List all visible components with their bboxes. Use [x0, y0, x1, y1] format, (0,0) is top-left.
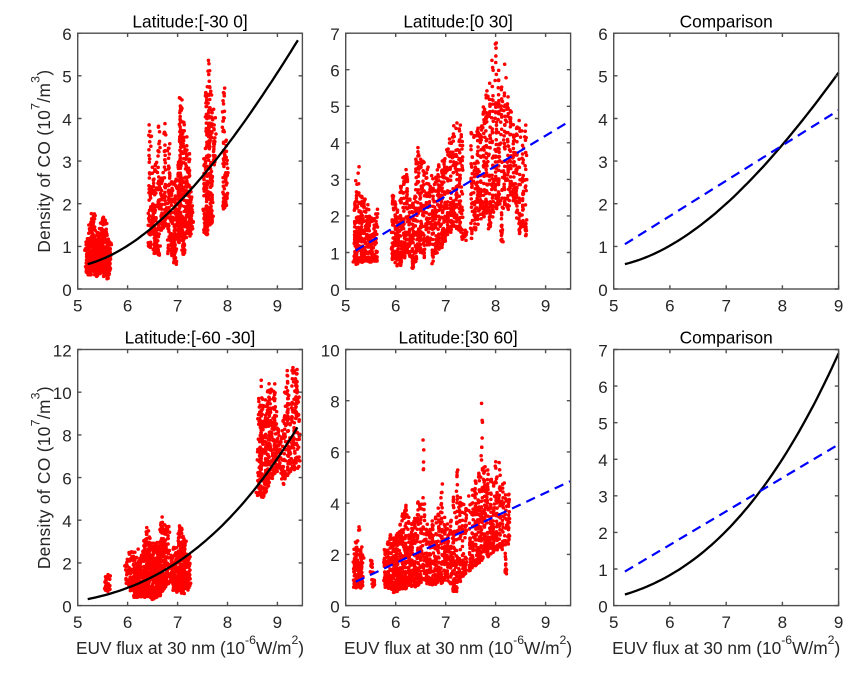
svg-text:6: 6: [123, 613, 132, 632]
svg-text:8: 8: [778, 613, 787, 632]
svg-text:6: 6: [598, 25, 607, 44]
svg-text:Comparison: Comparison: [680, 11, 773, 31]
svg-text:9: 9: [541, 613, 550, 632]
svg-text:10: 10: [53, 384, 72, 403]
svg-text:3: 3: [330, 171, 339, 190]
svg-text:5: 5: [609, 297, 618, 316]
svg-text:4: 4: [330, 135, 339, 154]
svg-text:6: 6: [665, 297, 674, 316]
svg-text:9: 9: [834, 613, 843, 632]
svg-text:0: 0: [598, 281, 607, 300]
svg-text:2: 2: [598, 524, 607, 543]
svg-text:7: 7: [173, 297, 182, 316]
svg-text:5: 5: [609, 613, 618, 632]
svg-text:3: 3: [62, 153, 71, 172]
svg-text:9: 9: [273, 613, 282, 632]
svg-text:6: 6: [62, 25, 71, 44]
svg-text:6: 6: [62, 469, 71, 488]
svg-text:6: 6: [123, 297, 132, 316]
svg-text:1: 1: [598, 238, 607, 257]
svg-text:2: 2: [598, 196, 607, 215]
svg-text:2: 2: [62, 555, 71, 574]
svg-text:8: 8: [491, 297, 500, 316]
svg-text:6: 6: [391, 613, 400, 632]
svg-text:8: 8: [491, 613, 500, 632]
svg-text:6: 6: [330, 62, 339, 81]
svg-text:0: 0: [330, 281, 339, 300]
svg-text:7: 7: [441, 613, 450, 632]
svg-text:8: 8: [62, 427, 71, 446]
svg-text:5: 5: [598, 415, 607, 434]
svg-text:8: 8: [223, 297, 232, 316]
svg-text:Latitude:[-60 -30]: Latitude:[-60 -30]: [125, 328, 256, 348]
svg-text:Comparison: Comparison: [680, 328, 773, 348]
svg-text:9: 9: [834, 297, 843, 316]
svg-text:1: 1: [62, 238, 71, 257]
svg-text:Latitude:[0 30]: Latitude:[0 30]: [403, 11, 513, 31]
svg-text:6: 6: [391, 297, 400, 316]
svg-text:5: 5: [73, 613, 82, 632]
svg-text:6: 6: [330, 444, 339, 463]
svg-text:2: 2: [330, 546, 339, 565]
svg-text:10: 10: [321, 341, 340, 360]
svg-text:8: 8: [223, 613, 232, 632]
svg-text:12: 12: [53, 341, 72, 360]
svg-text:7: 7: [330, 25, 339, 44]
svg-text:7: 7: [173, 613, 182, 632]
svg-text:5: 5: [598, 68, 607, 87]
svg-text:7: 7: [721, 297, 730, 316]
svg-text:1: 1: [598, 561, 607, 580]
svg-text:0: 0: [62, 597, 71, 616]
svg-text:5: 5: [330, 98, 339, 117]
svg-text:Latitude:[-30 0]: Latitude:[-30 0]: [132, 11, 247, 31]
svg-text:4: 4: [330, 495, 339, 514]
svg-text:4: 4: [598, 110, 607, 129]
svg-text:3: 3: [598, 153, 607, 172]
svg-text:5: 5: [341, 297, 350, 316]
svg-text:8: 8: [778, 297, 787, 316]
svg-text:3: 3: [598, 488, 607, 507]
svg-text:0: 0: [330, 597, 339, 616]
svg-text:7: 7: [441, 297, 450, 316]
svg-text:7: 7: [721, 613, 730, 632]
svg-text:6: 6: [665, 613, 674, 632]
svg-text:8: 8: [330, 393, 339, 412]
svg-text:1: 1: [330, 244, 339, 263]
svg-text:0: 0: [62, 281, 71, 300]
svg-text:4: 4: [62, 512, 71, 531]
svg-text:0: 0: [598, 597, 607, 616]
svg-text:6: 6: [598, 378, 607, 397]
svg-text:7: 7: [598, 341, 607, 360]
svg-text:4: 4: [598, 451, 607, 470]
svg-text:Latitude:[30 60]: Latitude:[30 60]: [399, 328, 518, 348]
svg-text:2: 2: [330, 208, 339, 227]
svg-text:9: 9: [541, 297, 550, 316]
svg-text:4: 4: [62, 110, 71, 129]
svg-text:9: 9: [273, 297, 282, 316]
svg-text:5: 5: [62, 68, 71, 87]
svg-text:5: 5: [341, 613, 350, 632]
svg-text:2: 2: [62, 196, 71, 215]
svg-text:5: 5: [73, 297, 82, 316]
